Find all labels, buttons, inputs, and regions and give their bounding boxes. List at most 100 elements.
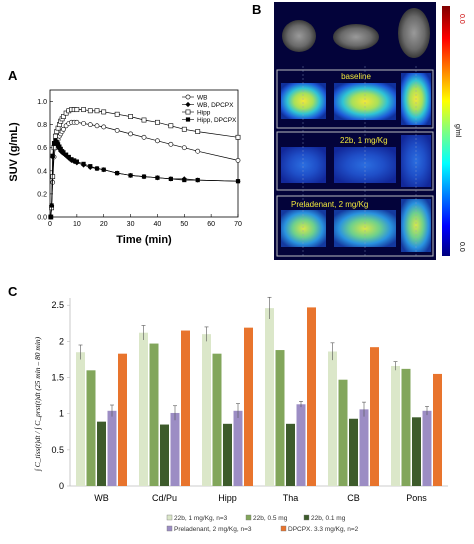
colorbar-min-label: 0.0 <box>458 242 465 252</box>
chart-a-legend-label: Hipp, DPCPX <box>197 117 237 124</box>
chart-a-xlabel: Time (min) <box>116 234 172 246</box>
chart-a-point <box>101 124 107 130</box>
chart-a-frame <box>49 89 239 218</box>
chart-a-point <box>50 174 56 179</box>
chart-a-point <box>81 107 86 113</box>
chart-c-bar <box>223 423 232 486</box>
chart-a-series-0 <box>48 119 241 220</box>
chart-a-point <box>235 134 241 140</box>
panel-letter-b: B <box>252 2 261 17</box>
chart-a-point <box>155 138 160 144</box>
chart-c-bar <box>328 351 337 486</box>
pet-row-preladenant: Preladenant, 2 mg/Kg <box>276 195 434 257</box>
chart-c-bar <box>139 332 148 486</box>
chart-a-point <box>54 139 59 145</box>
mri-coronal <box>282 20 316 52</box>
chart-a-xtick-label: 10 <box>73 221 81 228</box>
chart-c-xtick-label: WB <box>94 493 109 503</box>
pet-22b-sagittal <box>334 147 396 183</box>
chart-c-bar <box>202 334 211 486</box>
chart-a-point <box>49 203 54 208</box>
chart-a-point <box>101 109 107 115</box>
chart-a-point <box>141 174 147 179</box>
chart-a: 0 10 20 30 40 50 60 70 0.0 0.2 0.4 0.6 0.8 1.0 Time (… <box>8 89 242 246</box>
chart-c-xtick-label: Pons <box>406 493 427 503</box>
chart-c-bar <box>181 330 190 486</box>
chart-a-point <box>141 117 147 123</box>
pet-label-baseline: baseline <box>341 72 371 81</box>
chart-c-ytick-label: 2 <box>59 336 64 346</box>
chart-a-point <box>101 167 106 172</box>
chart-a-point <box>128 114 133 119</box>
pet-row-baseline: baseline <box>276 69 434 129</box>
chart-a-point <box>155 175 160 180</box>
pet-baseline-coronal <box>281 83 326 119</box>
chart-a-point <box>94 166 100 171</box>
chart-c-legend: 22b, 1 mg/Kg, n=3 22b, 0.5 mg 22b, 0.1 mg P… <box>166 514 359 533</box>
chart-a-point <box>128 173 133 178</box>
chart-c-ytick-label: 2.5 <box>51 300 64 310</box>
chart-c-bar <box>286 423 295 486</box>
chart-a-xtick-label: 60 <box>207 221 215 228</box>
chart-c-bar <box>422 410 432 486</box>
chart-a-xtick-label: 20 <box>100 221 108 228</box>
chart-c-bar <box>296 404 306 486</box>
chart-a-point <box>235 158 241 163</box>
chart-a-ytick-label: 0.4 <box>37 168 47 175</box>
chart-c-bar <box>338 379 348 486</box>
chart-a-legend-label: Hipp <box>197 109 211 116</box>
chart-a-point <box>61 114 66 119</box>
chart-a-point <box>50 153 55 158</box>
chart-c-bar <box>359 409 369 486</box>
mri-axial <box>398 8 430 58</box>
chart-c-bar <box>76 352 85 486</box>
chart-a-point <box>64 152 69 157</box>
chart-c-legend-swatch <box>166 525 173 532</box>
chart-a-xtick-label: 30 <box>127 221 135 228</box>
chart-c-legend-swatch <box>303 514 310 521</box>
pet-preladenant-sagittal <box>334 210 396 247</box>
chart-a-point <box>81 121 86 126</box>
chart-c-bar <box>265 308 274 486</box>
chart-c-legend-swatch <box>280 525 287 532</box>
chart-a-point <box>141 134 147 140</box>
chart-a-series-1 <box>48 140 241 220</box>
chart-c-legend-label: 22b, 0.1 mg <box>311 515 346 522</box>
chart-c-bar <box>412 417 421 486</box>
chart-a-ytick-label: 0.8 <box>37 122 47 129</box>
chart-a-line <box>50 140 239 218</box>
chart-c: 0 0.5 1 1.5 2 2.5 WB Cd/Pu Hipp Tha CB Pons ∫ C_tis… <box>33 296 448 533</box>
mri-row <box>282 8 430 58</box>
chart-a-point <box>181 126 187 132</box>
chart-a-point <box>182 177 187 183</box>
chart-a-point <box>114 111 120 117</box>
chart-c-ylabel: ∫ C_tiss(t)dt / ∫ C_prst(t)dt (25 min – … <box>33 336 42 472</box>
chart-a-ytick-label: 0.6 <box>37 145 47 152</box>
colorbar-unit: g/ml <box>454 124 461 138</box>
chart-c-bar <box>118 353 127 486</box>
chart-c-bar <box>97 421 106 486</box>
chart-c-bar <box>391 365 400 486</box>
pet-baseline-sagittal <box>334 83 396 120</box>
chart-a-point <box>168 176 173 181</box>
chart-a-point <box>195 177 200 183</box>
chart-a-point <box>185 101 191 108</box>
chart-a-point <box>155 119 160 125</box>
chart-c-legend-label: DPCPX. 3.3 mg/Kg, n=2 <box>288 526 359 533</box>
chart-a-point <box>128 131 133 137</box>
chart-a-point <box>74 159 79 164</box>
pet-label-22b: 22b, 1 mg/Kg <box>340 136 388 145</box>
chart-c-xtick-label: CB <box>347 493 360 503</box>
chart-a-legend-label: WB, DPCPX <box>197 102 234 109</box>
panel-letter-c: C <box>8 284 18 299</box>
chart-a-point <box>61 126 66 132</box>
chart-c-legend-swatch <box>166 514 173 521</box>
chart-a-point <box>48 214 53 220</box>
chart-c-xtick-label: Tha <box>283 493 299 503</box>
chart-c-xtick-label: Cd/Pu <box>152 493 177 503</box>
colorbar-max-label: 0.0 <box>458 14 465 24</box>
chart-c-bar <box>307 307 316 486</box>
chart-a-legend-label: WB <box>197 94 207 101</box>
chart-a-point <box>61 150 66 155</box>
chart-a-point <box>185 117 191 122</box>
